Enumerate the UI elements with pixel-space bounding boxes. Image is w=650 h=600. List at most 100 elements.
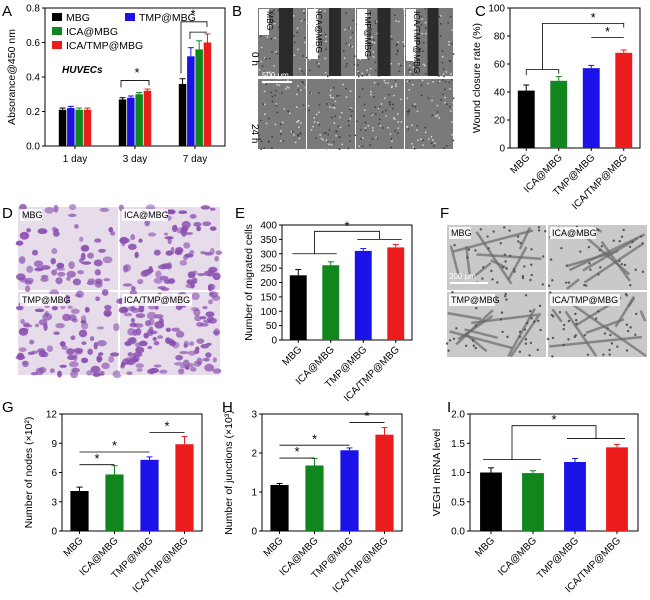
stained-cell <box>51 226 58 233</box>
cell-speck <box>275 103 278 105</box>
cell-speck <box>302 104 305 106</box>
panel-letter-h: H <box>222 399 233 416</box>
cell-speck <box>260 35 262 37</box>
cell-speck <box>363 103 366 106</box>
bar <box>140 459 159 531</box>
y-tick-label: 300 <box>260 249 277 260</box>
cell-cluster <box>501 330 504 334</box>
wound-gap <box>427 8 439 76</box>
cell-speck <box>433 145 435 147</box>
stained-cell <box>129 322 138 328</box>
cell-cluster <box>562 343 565 347</box>
stained-cell <box>20 318 25 324</box>
stained-cell <box>175 330 185 338</box>
cell-speck <box>379 124 382 127</box>
cell-cluster <box>505 267 508 270</box>
cell-speck <box>307 22 309 25</box>
legend-swatch-mbg <box>52 13 62 21</box>
stained-cell <box>135 313 146 319</box>
cell-speck <box>320 137 323 140</box>
cell-speck <box>260 46 263 49</box>
stained-cell <box>80 320 87 324</box>
cell-speck <box>424 73 427 75</box>
stained-cell <box>15 273 26 281</box>
stained-cell <box>112 370 122 379</box>
cell-speck <box>411 124 413 126</box>
cell-speck <box>444 101 446 104</box>
cell-cluster <box>631 240 634 244</box>
cell-speck <box>331 116 333 119</box>
cell-speck <box>315 113 318 116</box>
cell-speck <box>313 117 315 119</box>
cell-speck <box>374 106 377 109</box>
stained-cell <box>81 261 92 265</box>
cell-speck <box>394 79 397 82</box>
cell-speck <box>376 32 379 35</box>
cell-speck <box>278 84 281 87</box>
cell-speck <box>417 73 419 75</box>
cell-speck <box>336 130 338 133</box>
cell-cluster <box>565 264 569 267</box>
y-tick-label: 6 <box>51 468 57 479</box>
cell-cluster <box>503 226 506 229</box>
tube-network <box>551 308 563 323</box>
cell-cluster <box>505 298 508 301</box>
cell-speck <box>287 110 289 113</box>
cell-cluster <box>622 228 625 232</box>
stained-cell <box>59 364 67 368</box>
y-tick-label: 400 <box>260 221 277 232</box>
stained-cell <box>147 328 154 337</box>
cell-speck <box>337 125 340 128</box>
label-bg <box>550 227 596 239</box>
cell-speck <box>421 32 423 35</box>
cell-cluster <box>509 254 512 257</box>
chart-c: 0 20 40 60 80 100 Wound closure rate (%) MBG ICA… <box>471 4 641 212</box>
significance-star: * <box>605 24 610 39</box>
cell-speck <box>431 114 433 117</box>
y-tick-label: 20 <box>494 116 506 127</box>
cell-speck <box>400 121 403 123</box>
cell-speck <box>371 138 374 140</box>
micrograph-label: MBG <box>22 210 43 220</box>
cell-speck <box>333 122 336 124</box>
y-tick-label: 0 <box>51 527 57 538</box>
cell-speck <box>384 109 387 112</box>
cell-cluster <box>523 328 527 331</box>
cell-speck <box>268 117 270 120</box>
cell-speck <box>367 125 370 127</box>
cell-cluster <box>589 268 592 271</box>
cell-speck <box>302 81 304 84</box>
stained-cell <box>40 277 49 282</box>
cell-speck <box>391 140 393 143</box>
cell-speck <box>303 12 306 14</box>
stained-cell <box>68 204 77 211</box>
cell-speck <box>346 63 348 65</box>
panel-b-micrographs: MBG ICA@MBG TMP@MBG ICA/TMP@MBG 0 h 24 h 50… <box>249 8 455 151</box>
stained-cell <box>90 365 101 374</box>
y-axis-label: Absorance@450 nm <box>6 29 18 125</box>
cell-speck <box>271 95 274 98</box>
x-tick-label: 7 day <box>183 154 207 165</box>
cell-speck <box>312 125 314 128</box>
cell-cluster <box>625 349 629 352</box>
stained-cell <box>55 267 66 271</box>
cell-speck <box>413 147 416 150</box>
cell-speck <box>376 137 378 139</box>
stained-cell <box>19 327 29 332</box>
legend-label-mbg: MBG <box>66 12 90 24</box>
stained-cell <box>108 355 115 363</box>
stained-cell <box>37 348 46 353</box>
cell-speck <box>421 79 424 82</box>
stained-cell <box>138 305 145 313</box>
cell-speck <box>441 61 444 64</box>
cell-speck <box>353 63 356 66</box>
row-label-24h: 24 h <box>249 124 260 143</box>
stained-cell <box>53 331 60 336</box>
stained-cell <box>137 278 144 285</box>
x-tick-label: MBG <box>508 152 532 176</box>
cell-speck <box>440 15 442 17</box>
cell-speck <box>443 75 445 78</box>
cell-speck <box>318 92 320 94</box>
cell-speck <box>297 85 299 87</box>
cell-cluster <box>512 268 516 271</box>
